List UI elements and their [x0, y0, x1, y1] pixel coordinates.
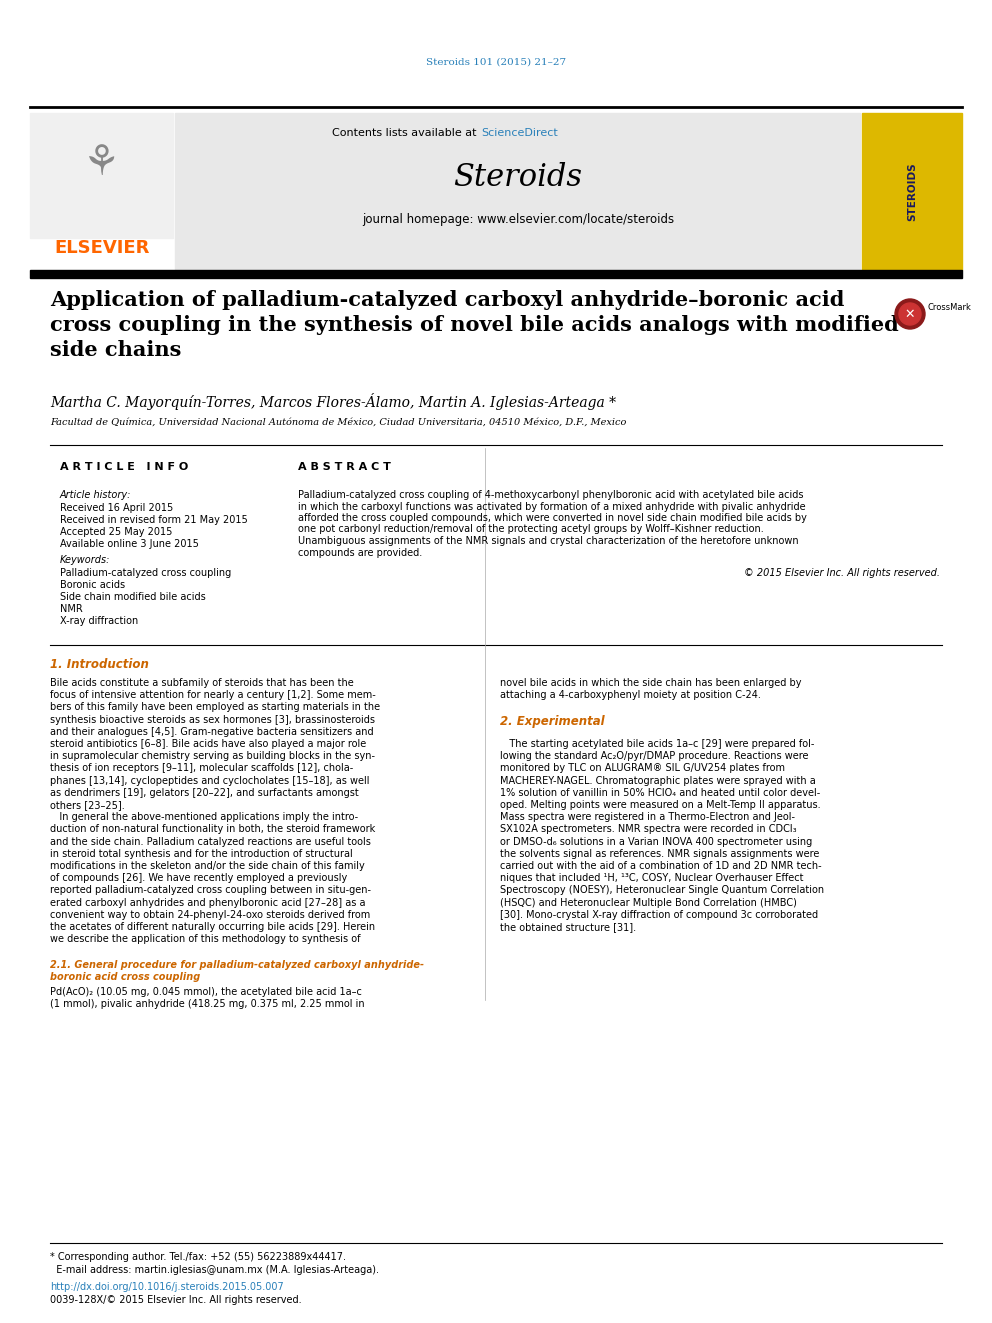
Text: lowing the standard Ac₂O/pyr/DMAP procedure. Reactions were: lowing the standard Ac₂O/pyr/DMAP proced… — [500, 751, 808, 761]
Text: afforded the cross coupled compounds, which were converted in novel side chain m: afforded the cross coupled compounds, wh… — [298, 513, 806, 523]
Text: Keywords:: Keywords: — [60, 556, 110, 565]
Text: Received 16 April 2015: Received 16 April 2015 — [60, 503, 174, 513]
Text: NMR: NMR — [60, 605, 82, 614]
Text: Contents lists available at: Contents lists available at — [332, 128, 480, 138]
Text: as dendrimers [19], gelators [20–22], and surfactants amongst: as dendrimers [19], gelators [20–22], an… — [50, 787, 359, 798]
Text: Application of palladium-catalyzed carboxyl anhydride–boronic acid
cross couplin: Application of palladium-catalyzed carbo… — [50, 290, 899, 360]
Text: in which the carboxyl functions was activated by formation of a mixed anhydride : in which the carboxyl functions was acti… — [298, 501, 806, 512]
Text: oped. Melting points were measured on a Melt-Temp II apparatus.: oped. Melting points were measured on a … — [500, 800, 820, 810]
Text: of compounds [26]. We have recently employed a previously: of compounds [26]. We have recently empl… — [50, 873, 347, 884]
Text: © 2015 Elsevier Inc. All rights reserved.: © 2015 Elsevier Inc. All rights reserved… — [744, 568, 940, 578]
Text: ✕: ✕ — [905, 307, 916, 320]
Text: A B S T R A C T: A B S T R A C T — [298, 462, 391, 472]
Text: erated carboxyl anhydrides and phenylboronic acid [27–28] as a: erated carboxyl anhydrides and phenylbor… — [50, 897, 365, 908]
Text: Spectroscopy (NOESY), Heteronuclear Single Quantum Correlation: Spectroscopy (NOESY), Heteronuclear Sing… — [500, 885, 824, 896]
Text: E-mail address: martin.iglesias@unam.mx (M.A. Iglesias-Arteaga).: E-mail address: martin.iglesias@unam.mx … — [50, 1265, 379, 1275]
Ellipse shape — [899, 303, 921, 325]
Text: (HSQC) and Heteronuclear Multiple Bond Correlation (HMBC): (HSQC) and Heteronuclear Multiple Bond C… — [500, 897, 797, 908]
Text: we describe the application of this methodology to synthesis of: we describe the application of this meth… — [50, 934, 360, 945]
Text: the obtained structure [31].: the obtained structure [31]. — [500, 922, 636, 931]
Text: and the side chain. Palladium catalyzed reactions are useful tools: and the side chain. Palladium catalyzed … — [50, 836, 371, 847]
Text: Pd(AcO)₂ (10.05 mg, 0.045 mmol), the acetylated bile acid 1a–c: Pd(AcO)₂ (10.05 mg, 0.045 mmol), the ace… — [50, 987, 362, 998]
Text: Article history:: Article history: — [60, 490, 131, 500]
Text: Unambiguous assignments of the NMR signals and crystal characterization of the h: Unambiguous assignments of the NMR signa… — [298, 536, 799, 546]
Text: steroid antibiotics [6–8]. Bile acids have also played a major role: steroid antibiotics [6–8]. Bile acids ha… — [50, 740, 366, 749]
Text: compounds are provided.: compounds are provided. — [298, 548, 423, 557]
Text: Side chain modified bile acids: Side chain modified bile acids — [60, 591, 205, 602]
Text: Steroids 101 (2015) 21–27: Steroids 101 (2015) 21–27 — [426, 57, 566, 66]
Text: or DMSO-d₆ solutions in a Varian INOVA 400 spectrometer using: or DMSO-d₆ solutions in a Varian INOVA 4… — [500, 836, 812, 847]
Text: boronic acid cross coupling: boronic acid cross coupling — [50, 972, 200, 982]
Text: A R T I C L E   I N F O: A R T I C L E I N F O — [60, 462, 188, 472]
Text: novel bile acids in which the side chain has been enlarged by: novel bile acids in which the side chain… — [500, 677, 802, 688]
Text: [30]. Mono-crystal X-ray diffraction of compound 3c corroborated: [30]. Mono-crystal X-ray diffraction of … — [500, 910, 818, 919]
Text: STEROIDS: STEROIDS — [907, 163, 917, 221]
Text: in supramolecular chemistry serving as building blocks in the syn-: in supramolecular chemistry serving as b… — [50, 751, 375, 761]
Text: reported palladium-catalyzed cross coupling between in situ-gen-: reported palladium-catalyzed cross coupl… — [50, 885, 371, 896]
Text: Received in revised form 21 May 2015: Received in revised form 21 May 2015 — [60, 515, 248, 525]
Text: 2.1. General procedure for palladium-catalyzed carboxyl anhydride-: 2.1. General procedure for palladium-cat… — [50, 960, 424, 970]
Text: ScienceDirect: ScienceDirect — [481, 128, 558, 138]
Text: convenient way to obtain 24-phenyl-24-oxo steroids derived from: convenient way to obtain 24-phenyl-24-ox… — [50, 910, 370, 919]
Text: 1. Introduction: 1. Introduction — [50, 658, 149, 671]
Text: Boronic acids: Boronic acids — [60, 579, 125, 590]
Text: Palladium-catalyzed cross coupling of 4-methoxycarbonyl phenylboronic acid with : Palladium-catalyzed cross coupling of 4-… — [298, 490, 804, 500]
Text: http://dx.doi.org/10.1016/j.steroids.2015.05.007: http://dx.doi.org/10.1016/j.steroids.201… — [50, 1282, 284, 1293]
Text: niques that included ¹H, ¹³C, COSY, Nuclear Overhauser Effect: niques that included ¹H, ¹³C, COSY, Nucl… — [500, 873, 804, 884]
Text: modifications in the skeleton and/or the side chain of this family: modifications in the skeleton and/or the… — [50, 861, 365, 871]
Text: Palladium-catalyzed cross coupling: Palladium-catalyzed cross coupling — [60, 568, 231, 578]
Text: attaching a 4-carboxyphenyl moiety at position C-24.: attaching a 4-carboxyphenyl moiety at po… — [500, 691, 761, 700]
Text: SX102A spectrometers. NMR spectra were recorded in CDCl₃: SX102A spectrometers. NMR spectra were r… — [500, 824, 797, 835]
Ellipse shape — [895, 299, 925, 329]
Text: bers of this family have been employed as starting materials in the: bers of this family have been employed a… — [50, 703, 380, 712]
Text: journal homepage: www.elsevier.com/locate/steroids: journal homepage: www.elsevier.com/locat… — [362, 213, 674, 226]
Text: Steroids: Steroids — [453, 163, 582, 193]
Bar — [175, 112, 860, 270]
Text: The starting acetylated bile acids 1a–c [29] were prepared fol-: The starting acetylated bile acids 1a–c … — [500, 740, 814, 749]
Text: Available online 3 June 2015: Available online 3 June 2015 — [60, 538, 198, 549]
Text: MACHEREY-NAGEL. Chromatographic plates were sprayed with a: MACHEREY-NAGEL. Chromatographic plates w… — [500, 775, 815, 786]
Text: (1 mmol), pivalic anhydride (418.25 mg, 0.375 ml, 2.25 mmol in: (1 mmol), pivalic anhydride (418.25 mg, … — [50, 999, 365, 1009]
Text: * Corresponding author. Tel./fax: +52 (55) 56223889x44417.: * Corresponding author. Tel./fax: +52 (5… — [50, 1252, 346, 1262]
Text: 0039-128X/© 2015 Elsevier Inc. All rights reserved.: 0039-128X/© 2015 Elsevier Inc. All right… — [50, 1295, 302, 1304]
Text: 2. Experimental: 2. Experimental — [500, 714, 605, 728]
Text: In general the above-mentioned applications imply the intro-: In general the above-mentioned applicati… — [50, 812, 358, 822]
Text: the solvents signal as references. NMR signals assignments were: the solvents signal as references. NMR s… — [500, 849, 819, 859]
Text: synthesis bioactive steroids as sex hormones [3], brassinosteroids: synthesis bioactive steroids as sex horm… — [50, 714, 375, 725]
Text: X-ray diffraction: X-ray diffraction — [60, 617, 138, 626]
Text: focus of intensive attention for nearly a century [1,2]. Some mem-: focus of intensive attention for nearly … — [50, 691, 376, 700]
Text: others [23–25].: others [23–25]. — [50, 800, 125, 810]
Text: CrossMark: CrossMark — [927, 303, 971, 312]
Text: 1% solution of vanillin in 50% HClO₄ and heated until color devel-: 1% solution of vanillin in 50% HClO₄ and… — [500, 787, 820, 798]
Bar — [862, 112, 962, 270]
Text: Martha C. Mayorquín-Torres, Marcos Flores-Álamo, Martin A. Iglesias-Arteaga *: Martha C. Mayorquín-Torres, Marcos Flore… — [50, 393, 616, 410]
Text: Bile acids constitute a subfamily of steroids that has been the: Bile acids constitute a subfamily of ste… — [50, 677, 354, 688]
Text: Mass spectra were registered in a Thermo-Electron and Jeol-: Mass spectra were registered in a Thermo… — [500, 812, 795, 822]
Text: in steroid total synthesis and for the introduction of structural: in steroid total synthesis and for the i… — [50, 849, 353, 859]
Text: phanes [13,14], cyclopeptides and cyclocholates [15–18], as well: phanes [13,14], cyclopeptides and cycloc… — [50, 775, 369, 786]
Text: ELSEVIER: ELSEVIER — [55, 239, 150, 257]
Text: monitored by TLC on ALUGRAM® SIL G/UV254 plates from: monitored by TLC on ALUGRAM® SIL G/UV254… — [500, 763, 785, 774]
Bar — [30, 112, 173, 238]
Text: Facultad de Química, Universidad Nacional Autónoma de México, Ciudad Universitar: Facultad de Química, Universidad Naciona… — [50, 418, 626, 427]
Bar — [30, 270, 962, 278]
Text: one pot carbonyl reduction/removal of the protecting acetyl groups by Wolff–Kish: one pot carbonyl reduction/removal of th… — [298, 524, 764, 534]
Text: Accepted 25 May 2015: Accepted 25 May 2015 — [60, 527, 173, 537]
Text: thesis of ion receptors [9–11], molecular scaffolds [12], chola-: thesis of ion receptors [9–11], molecula… — [50, 763, 353, 774]
Text: carried out with the aid of a combination of 1D and 2D NMR tech-: carried out with the aid of a combinatio… — [500, 861, 821, 871]
Text: ⚘: ⚘ — [83, 142, 121, 184]
Text: the acetates of different naturally occurring bile acids [29]. Herein: the acetates of different naturally occu… — [50, 922, 375, 931]
Text: duction of non-natural functionality in both, the steroid framework: duction of non-natural functionality in … — [50, 824, 375, 835]
Text: and their analogues [4,5]. Gram-negative bacteria sensitizers and: and their analogues [4,5]. Gram-negative… — [50, 726, 374, 737]
